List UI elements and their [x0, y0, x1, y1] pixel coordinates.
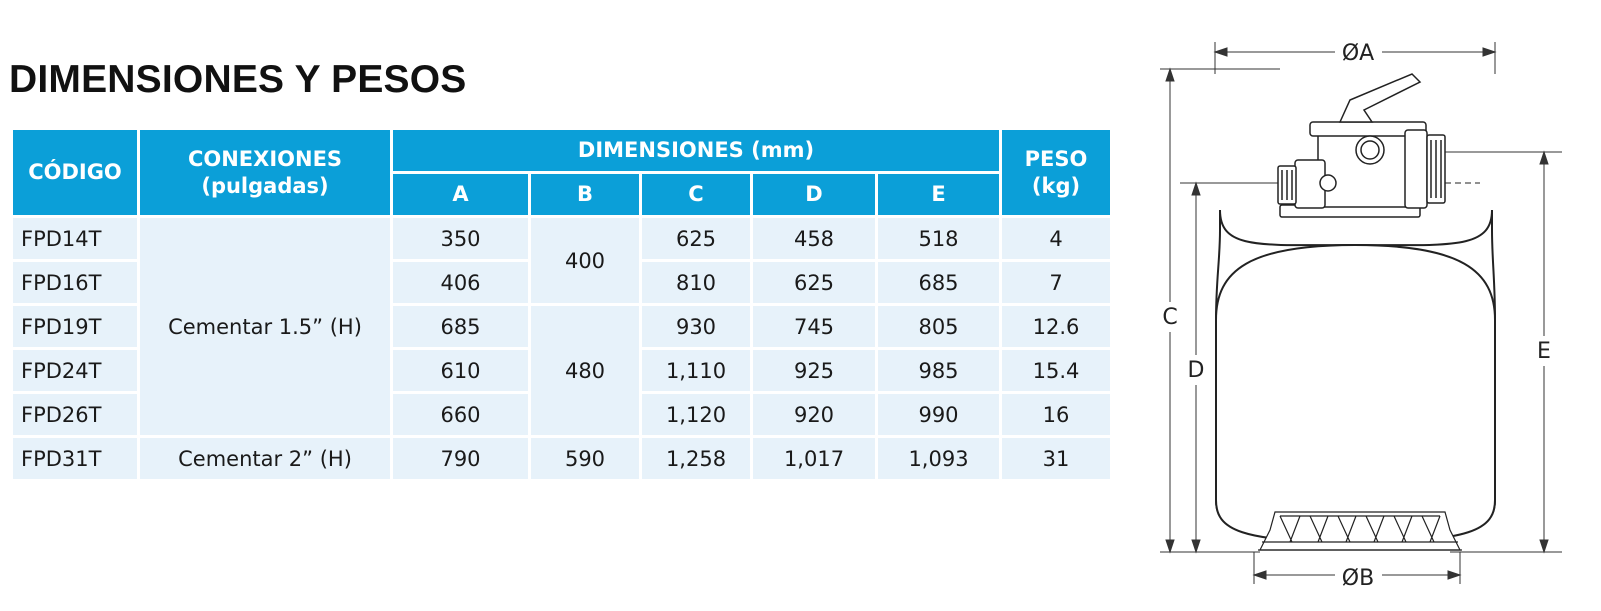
header-e: E	[878, 174, 999, 215]
cell-conexiones-group1: Cementar 1.5” (H)	[140, 218, 390, 435]
cell-a: 610	[393, 350, 528, 391]
cell-c: 1,110	[642, 350, 750, 391]
cell-code: FPD26T	[13, 394, 137, 435]
cell-d: 925	[753, 350, 875, 391]
cell-peso: 15.4	[1002, 350, 1110, 391]
multiport-valve	[1277, 73, 1480, 218]
dimensions-table: CÓDIGO CONEXIONES (pulgadas) DIMENSIONES…	[10, 127, 1113, 482]
cell-peso: 7	[1002, 262, 1110, 303]
header-b: B	[531, 174, 639, 215]
cell-c: 810	[642, 262, 750, 303]
cell-a: 685	[393, 306, 528, 347]
dimension-c	[1160, 67, 1280, 554]
tank-body	[1215, 209, 1496, 544]
cell-d: 920	[753, 394, 875, 435]
table-row: FPD31T Cementar 2” (H) 790 590 1,258 1,0…	[13, 438, 1110, 479]
cell-peso: 12.6	[1002, 306, 1110, 347]
dimension-b	[1252, 552, 1462, 584]
label-a: ØA	[1342, 41, 1374, 66]
cell-e: 805	[878, 306, 999, 347]
table-row: FPD19T 685 480 930 745 805 12.6	[13, 306, 1110, 435]
cell-code: FPD16T	[13, 262, 137, 303]
cell-code: FPD24T	[13, 350, 137, 391]
cell-peso: 4	[1002, 218, 1110, 259]
cell-a: 406	[393, 262, 528, 303]
table-row: FPD26T 660 1,120 920 990 16	[13, 394, 1110, 435]
label-c: C	[1162, 305, 1177, 330]
table-row: FPD24T 610 1,110 925 985 15.4	[13, 350, 1110, 391]
label-e: E	[1537, 339, 1551, 364]
label-d: D	[1188, 358, 1205, 383]
cell-b-group3: 590	[531, 438, 639, 479]
header-dimensiones: DIMENSIONES (mm)	[393, 130, 999, 171]
cell-e: 990	[878, 394, 999, 435]
label-b: ØB	[1342, 566, 1374, 591]
cell-conexiones-group2: Cementar 2” (H)	[140, 438, 390, 479]
cell-code: FPD14T	[13, 218, 137, 259]
cell-d: 458	[753, 218, 875, 259]
cell-c: 1,258	[642, 438, 750, 479]
cell-peso: 16	[1002, 394, 1110, 435]
cell-c: 1,120	[642, 394, 750, 435]
cell-b-group1: 400	[531, 218, 639, 303]
cell-a: 350	[393, 218, 528, 259]
header-peso-line1: PESO	[1024, 146, 1088, 171]
header-a: A	[393, 174, 528, 215]
dimension-e	[1435, 150, 1562, 554]
filter-diagram: ØA C D E	[1160, 41, 1562, 591]
header-c: C	[642, 174, 750, 215]
table-row: FPD16T 406 810 625 685 7	[13, 262, 1110, 303]
header-conexiones-line1: CONEXIONES	[187, 146, 343, 171]
page-title: DIMENSIONES Y PESOS	[9, 58, 467, 101]
cell-b-group2: 480	[531, 306, 639, 435]
cell-e: 1,093	[878, 438, 999, 479]
header-peso-line2: (kg)	[1031, 173, 1081, 198]
cell-c: 930	[642, 306, 750, 347]
cell-d: 625	[753, 262, 875, 303]
cell-peso: 31	[1002, 438, 1110, 479]
table-row: FPD14T Cementar 1.5” (H) 350 400 625 458…	[13, 218, 1110, 435]
cell-code: FPD31T	[13, 438, 137, 479]
tank-base	[1258, 511, 1462, 551]
cell-a: 790	[393, 438, 528, 479]
cell-e: 685	[878, 262, 999, 303]
header-d: D	[753, 174, 875, 215]
header-conexiones-line2: (pulgadas)	[201, 173, 329, 198]
cell-d: 1,017	[753, 438, 875, 479]
cell-c: 625	[642, 218, 750, 259]
cell-d: 745	[753, 306, 875, 347]
header-conexiones: CONEXIONES (pulgadas)	[140, 130, 390, 215]
cell-e: 985	[878, 350, 999, 391]
cell-code: FPD19T	[13, 306, 137, 347]
cell-a: 660	[393, 394, 528, 435]
header-peso: PESO (kg)	[1002, 130, 1110, 215]
header-codigo: CÓDIGO	[13, 130, 137, 215]
cell-e: 518	[878, 218, 999, 259]
dimension-d	[1180, 181, 1278, 554]
